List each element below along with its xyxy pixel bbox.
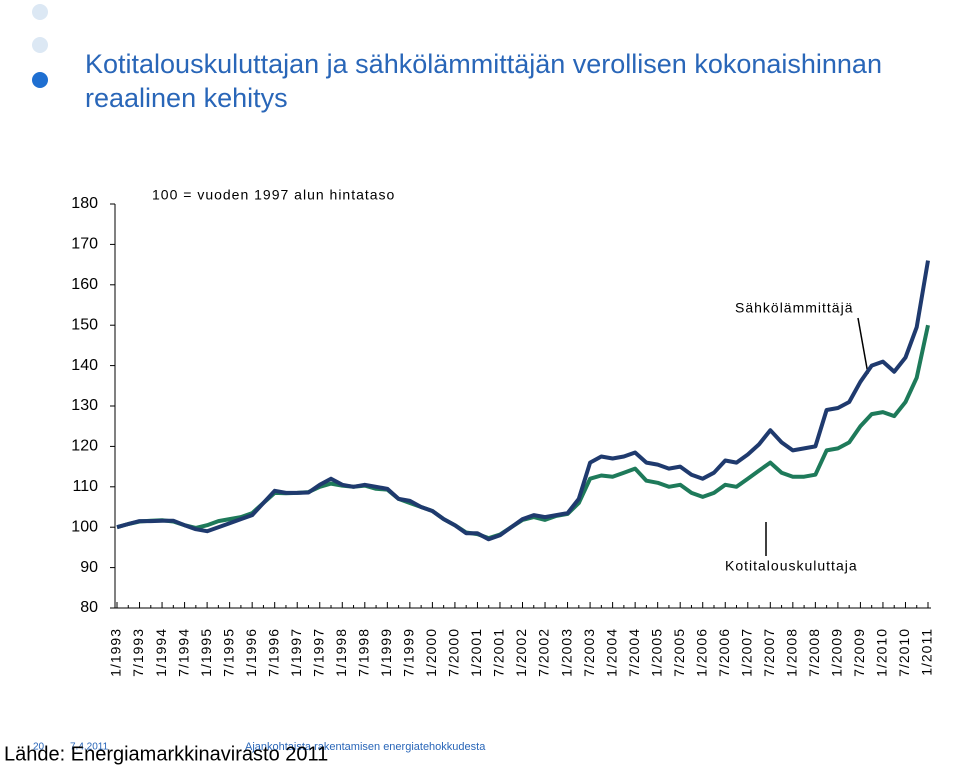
x-tick-label: 1/2001	[468, 628, 484, 677]
presentation-name: Ajankohtaista rakentamisen energiatehokk…	[245, 741, 486, 753]
title: Kotitalouskuluttajan ja sähkölämmittäjän…	[85, 49, 882, 79]
y-tick-label: 90	[80, 559, 98, 576]
x-tick-label: 1/1999	[378, 628, 394, 677]
x-tick-label: 7/2002	[536, 628, 552, 677]
x-tick-label: 7/2003	[581, 628, 597, 677]
x-tick-label: 7/1998	[356, 628, 372, 677]
y-tick-label: 180	[71, 195, 98, 212]
x-tick-label: 7/2009	[851, 628, 867, 677]
y-tick-label: 140	[71, 357, 98, 374]
annotation: Sähkölämmittäjä	[735, 300, 854, 316]
x-tick-label: 7/1994	[175, 628, 191, 677]
y-tick-label: 130	[71, 397, 98, 414]
x-tick-label: 7/1995	[220, 628, 236, 677]
annotation-pointer	[857, 317, 869, 375]
bullet-dot	[32, 72, 48, 88]
bullet-dot	[32, 37, 48, 53]
y-tick-label: 160	[71, 276, 98, 293]
series-line	[116, 324, 930, 541]
x-tick-label: 1/2007	[738, 628, 754, 677]
y-tick-label: 110	[72, 478, 98, 495]
y-tick-label: 80	[80, 599, 98, 616]
annotation: Kotitalouskuluttaja	[725, 558, 858, 574]
x-tick-label: 7/1999	[401, 628, 417, 677]
x-tick-label: 7/2007	[761, 628, 777, 677]
y-tick-label: 170	[71, 236, 98, 253]
x-tick-label: 7/2000	[446, 628, 462, 677]
x-tick-label: 7/2010	[896, 628, 912, 677]
subtitle: 100 = vuoden 1997 alun hintataso	[152, 187, 395, 203]
x-tick-label: 1/1998	[333, 628, 349, 677]
y-tick-label: 100	[71, 518, 98, 535]
series-line	[116, 260, 930, 542]
x-tick-label: 1/1994	[153, 628, 169, 677]
x-tick-label: 1/1995	[198, 628, 214, 677]
x-tick-label: 1/2010	[874, 628, 890, 677]
date: 7.4.2011	[70, 742, 109, 753]
bullet-dot	[32, 4, 48, 20]
y-tick-label: 150	[71, 316, 98, 333]
x-tick-label: 1/2006	[693, 628, 709, 677]
x-tick-label: 1/2002	[513, 628, 529, 677]
x-tick-label: 7/2008	[806, 628, 822, 677]
x-tick-label: 1/2011	[919, 628, 935, 676]
x-tick-label: 1/2004	[603, 628, 619, 677]
x-tick-label: 1/2000	[423, 628, 439, 677]
x-tick-label: 7/1996	[265, 628, 281, 677]
x-tick-label: 1/1996	[243, 628, 259, 677]
source: Lähde: Energiamarkkinavirasto 2011	[4, 743, 328, 765]
x-tick-label: 1/2003	[558, 628, 574, 677]
x-tick-label: 7/2001	[491, 628, 507, 677]
x-tick-label: 7/2005	[671, 628, 687, 677]
y-tick-label: 120	[71, 438, 98, 455]
x-tick-label: 7/2006	[716, 628, 732, 677]
x-tick-label: 7/1993	[130, 628, 146, 677]
x-tick-label: 1/2005	[648, 628, 664, 677]
title: reaalinen kehitys	[85, 83, 288, 113]
x-tick-label: 1/1997	[288, 628, 304, 677]
x-tick-label: 1/1993	[108, 628, 124, 677]
x-tick-label: 7/2004	[626, 628, 642, 677]
page-number: 20	[33, 742, 45, 753]
x-tick-label: 7/1997	[310, 628, 326, 677]
x-tick-label: 1/2008	[784, 628, 800, 677]
x-tick-label: 1/2009	[829, 628, 845, 677]
